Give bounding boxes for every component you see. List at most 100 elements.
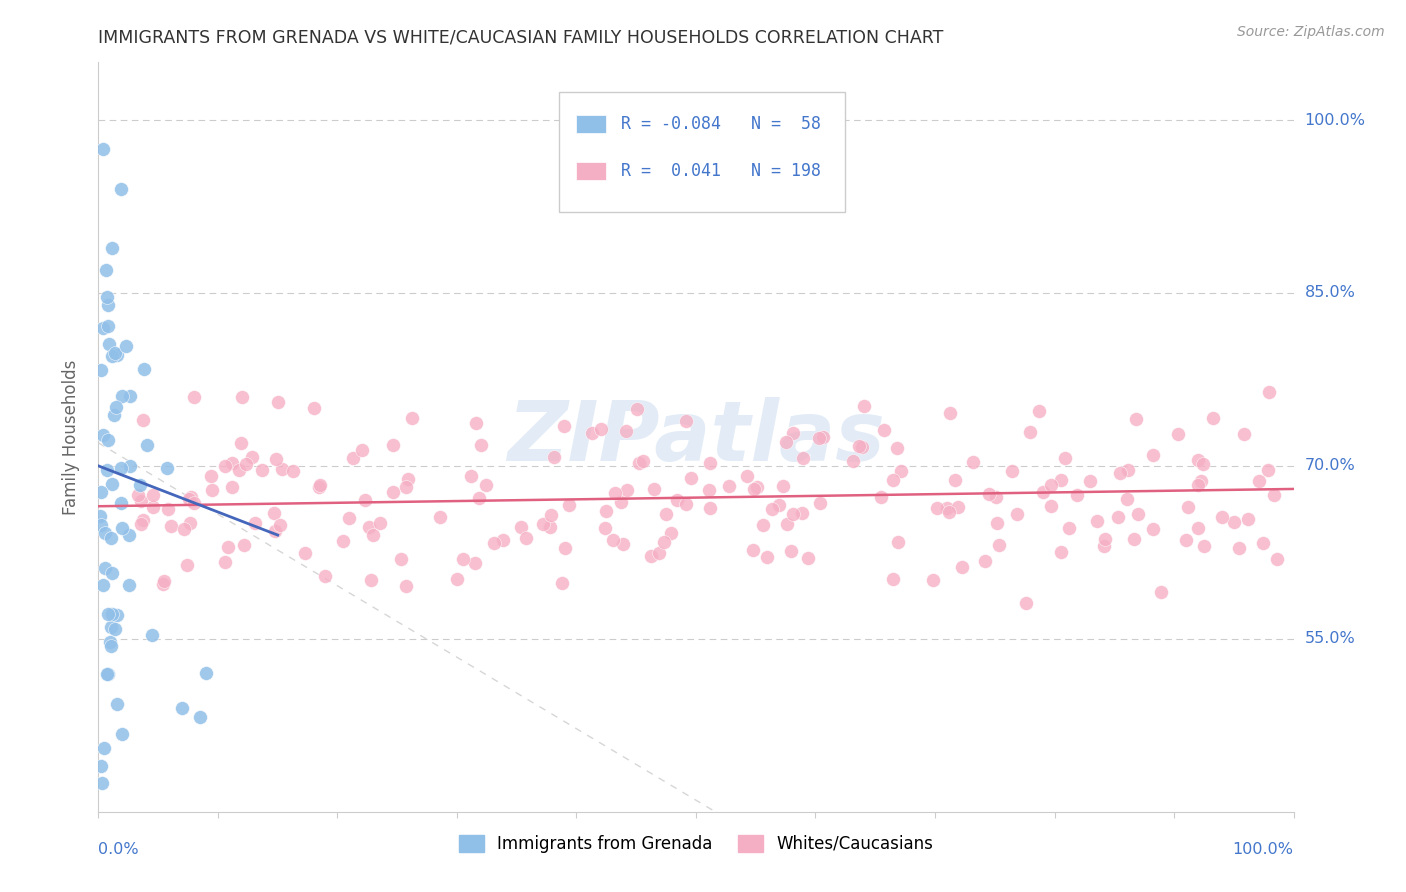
Text: IMMIGRANTS FROM GRENADA VS WHITE/CAUCASIAN FAMILY HOUSEHOLDS CORRELATION CHART: IMMIGRANTS FROM GRENADA VS WHITE/CAUCASI… bbox=[98, 29, 943, 47]
Point bbox=[938, 505, 960, 519]
Point bbox=[342, 451, 364, 466]
Point bbox=[188, 710, 211, 724]
Point bbox=[350, 443, 373, 458]
Point bbox=[756, 550, 779, 565]
Point bbox=[1237, 512, 1260, 526]
Text: R = -0.084   N =  58: R = -0.084 N = 58 bbox=[620, 115, 821, 133]
Point bbox=[550, 575, 572, 590]
Point bbox=[460, 468, 482, 483]
Point bbox=[90, 518, 112, 533]
Point bbox=[309, 477, 332, 491]
Point bbox=[195, 666, 218, 681]
Point bbox=[943, 473, 966, 487]
Point bbox=[308, 480, 330, 494]
Point bbox=[628, 457, 651, 471]
Point bbox=[1251, 536, 1274, 550]
Point bbox=[114, 339, 136, 353]
Point bbox=[153, 574, 176, 588]
Point bbox=[173, 522, 195, 536]
Point bbox=[100, 350, 122, 364]
Point bbox=[111, 727, 134, 741]
Point bbox=[558, 498, 581, 512]
Point bbox=[610, 494, 633, 508]
Point bbox=[160, 518, 183, 533]
Point bbox=[179, 516, 201, 530]
Point bbox=[142, 487, 165, 501]
Point bbox=[105, 697, 128, 711]
Point bbox=[281, 464, 304, 478]
Point bbox=[263, 507, 285, 521]
Point bbox=[101, 566, 124, 581]
Point bbox=[1116, 462, 1139, 476]
Point bbox=[1177, 500, 1199, 514]
Text: Source: ZipAtlas.com: Source: ZipAtlas.com bbox=[1237, 25, 1385, 39]
Point bbox=[470, 438, 492, 452]
Point bbox=[977, 486, 1000, 500]
Point bbox=[1175, 533, 1198, 548]
Point bbox=[745, 480, 768, 494]
Point bbox=[446, 572, 468, 586]
Point bbox=[100, 639, 122, 653]
Point bbox=[659, 525, 682, 540]
Point bbox=[176, 558, 198, 573]
Point bbox=[465, 416, 488, 430]
Point bbox=[553, 418, 575, 433]
Point bbox=[772, 479, 794, 493]
Point bbox=[652, 534, 675, 549]
Point bbox=[429, 510, 451, 524]
Point bbox=[986, 516, 1008, 530]
Point bbox=[100, 241, 122, 255]
Point bbox=[1005, 507, 1028, 521]
Point bbox=[97, 667, 120, 681]
Point bbox=[110, 182, 132, 196]
Point bbox=[1227, 541, 1250, 555]
Point bbox=[90, 484, 112, 499]
Point bbox=[100, 620, 122, 634]
Point bbox=[1019, 425, 1042, 440]
Point bbox=[91, 578, 114, 592]
Point bbox=[655, 507, 678, 521]
Point bbox=[482, 536, 505, 550]
Point bbox=[1223, 515, 1246, 529]
Point bbox=[782, 507, 804, 521]
Point bbox=[813, 430, 835, 444]
FancyBboxPatch shape bbox=[576, 161, 606, 180]
Point bbox=[394, 480, 416, 494]
Point bbox=[699, 456, 721, 470]
Point bbox=[1078, 474, 1101, 488]
Text: 100.0%: 100.0% bbox=[1233, 842, 1294, 857]
Point bbox=[640, 549, 662, 564]
Point bbox=[1265, 552, 1288, 566]
Point bbox=[665, 492, 688, 507]
Point bbox=[742, 542, 765, 557]
Point bbox=[779, 544, 801, 558]
Point bbox=[96, 291, 118, 305]
Point bbox=[1032, 484, 1054, 499]
Point bbox=[314, 569, 336, 583]
Point bbox=[381, 485, 404, 500]
Point bbox=[797, 550, 820, 565]
Point bbox=[221, 480, 243, 494]
Point bbox=[93, 561, 115, 575]
Point bbox=[614, 424, 637, 438]
Point bbox=[543, 450, 565, 465]
Point bbox=[120, 458, 142, 473]
Point bbox=[361, 527, 384, 541]
Point bbox=[886, 534, 908, 549]
Point bbox=[631, 454, 654, 468]
Point bbox=[132, 512, 155, 526]
Point bbox=[761, 501, 783, 516]
Point bbox=[643, 483, 665, 497]
Point bbox=[1109, 466, 1132, 480]
Point bbox=[581, 425, 603, 440]
Point bbox=[1187, 452, 1209, 467]
Point bbox=[718, 479, 741, 493]
Point bbox=[382, 438, 405, 452]
Point bbox=[936, 500, 959, 515]
Point bbox=[492, 533, 515, 548]
Point bbox=[890, 464, 912, 478]
Point bbox=[97, 297, 120, 311]
Point bbox=[675, 414, 697, 428]
Text: 100.0%: 100.0% bbox=[1305, 112, 1365, 128]
Point bbox=[127, 487, 149, 501]
